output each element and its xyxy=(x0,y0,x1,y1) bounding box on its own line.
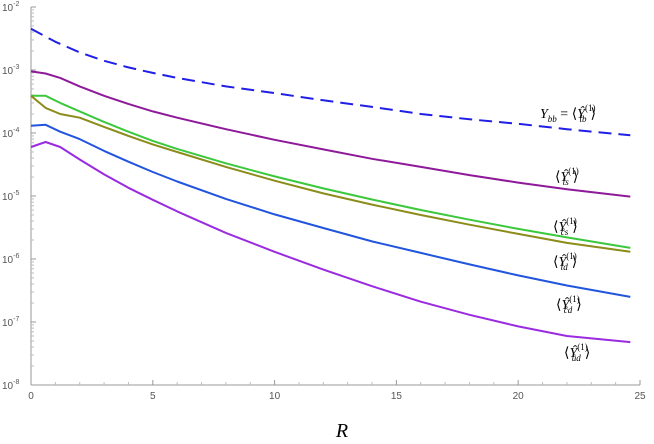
series-lines xyxy=(30,27,631,344)
x-tick-label: 10 xyxy=(269,391,281,402)
y-tick-base: 10 xyxy=(2,192,14,203)
series-label-y: Ŷ xyxy=(561,296,571,313)
series-label-open: ⟨ xyxy=(556,298,561,313)
y-tick-base: 10 xyxy=(2,381,14,392)
series-label-open: ⟨ xyxy=(553,255,558,270)
series-label-close: ⟩ xyxy=(573,170,578,185)
y-tick-base: 10 xyxy=(2,129,14,140)
series-label-lhs: Y xyxy=(540,107,550,122)
x-tick-label: 25 xyxy=(634,391,646,402)
y-tick-label: 10-5 xyxy=(2,190,19,203)
y-tick-base: 10 xyxy=(2,255,14,266)
x-tick-label: 15 xyxy=(391,391,403,402)
series-label-y: Ŷ xyxy=(558,218,568,235)
series-label-sub: ĉs xyxy=(561,227,569,237)
series-line-5 xyxy=(30,141,631,344)
series-label-sub: t̂d xyxy=(560,262,568,272)
y-tick-label: 10-2 xyxy=(2,1,19,14)
series-label-sup: (1) xyxy=(569,294,580,304)
y-tick-label: 10-8 xyxy=(2,379,19,392)
x-tick-label: 20 xyxy=(513,391,525,402)
y-tick-exponent: -8 xyxy=(13,379,19,386)
x-tick-label: 0 xyxy=(28,391,34,402)
y-tick-base: 10 xyxy=(2,3,14,14)
y-tick-exponent: -6 xyxy=(13,253,19,260)
series-label-1: ⟨Ŷ(1) t̂s ⟩ xyxy=(555,166,579,187)
series-line-1 xyxy=(30,70,631,198)
series-line-3 xyxy=(30,95,631,253)
y-tick-base: 10 xyxy=(2,318,14,329)
y-tick-label: 10-7 xyxy=(2,316,19,329)
series-label-open: ⟨ xyxy=(564,346,569,361)
series-label-sub: t̂s xyxy=(562,177,569,187)
series-label-sub: t̂b xyxy=(579,114,587,124)
y-tick-exponent: -5 xyxy=(13,190,19,197)
y-tick-exponent: -4 xyxy=(13,127,19,134)
series-label-close: ⟩ xyxy=(572,220,577,235)
y-tick-exponent: -7 xyxy=(13,316,19,323)
x-axis-label: R xyxy=(335,420,348,442)
series-label-sub: ĉd xyxy=(564,305,573,315)
series-label-sup: (1) xyxy=(585,103,596,113)
series-label-eq: = ⟨ xyxy=(557,107,577,122)
series-line-2 xyxy=(31,94,631,249)
series-label-0: Ybb = ⟨Ŷ(1) t̂b ⟩ xyxy=(540,103,596,124)
y-tick-exponent: -2 xyxy=(13,1,19,8)
series-label-sub: ûd xyxy=(572,353,582,363)
y-tick-exponent: -3 xyxy=(13,64,19,71)
series-label-open: ⟨ xyxy=(555,170,560,185)
series-label-sup: (1) xyxy=(568,166,579,176)
series-label-3: ⟨Ŷ(1) t̂d ⟩ xyxy=(553,251,577,272)
series-label-y: Ŷ xyxy=(577,105,587,122)
series-label-y: Ŷ xyxy=(569,344,579,361)
series-label-y: Ŷ xyxy=(558,253,568,270)
series-label-close: ⟩ xyxy=(585,346,590,361)
series-label-open: ⟨ xyxy=(553,220,558,235)
series-label-close: ⟩ xyxy=(572,255,577,270)
series-line-0 xyxy=(30,27,631,137)
x-tick-label: 5 xyxy=(150,391,156,402)
series-label-close: ⟩ xyxy=(590,107,595,122)
series-label-y: Ŷ xyxy=(560,168,570,185)
series-label-2: ⟨Ŷ(1) ĉs ⟩ xyxy=(553,216,578,237)
series-label-5: ⟨Ŷ(1) ûd ⟩ xyxy=(564,342,590,363)
series-label-sup: (1) xyxy=(566,216,577,226)
y-tick-label: 10-6 xyxy=(2,253,19,266)
y-tick-base: 10 xyxy=(2,66,14,77)
series-label-sup: (1) xyxy=(577,342,588,352)
series-label-lhs-sub: bb xyxy=(548,114,558,124)
y-tick-label: 10-4 xyxy=(2,127,19,140)
series-line-4 xyxy=(30,123,631,298)
y-tick-label: 10-3 xyxy=(2,64,19,77)
series-label-4: ⟨Ŷ(1) ĉd ⟩ xyxy=(556,294,582,315)
series-label-close: ⟩ xyxy=(576,298,581,313)
series-labels: Ybb = ⟨Ŷ(1) t̂b ⟩⟨Ŷ(1) t̂s ⟩⟨Ŷ(1) ĉs ⟩⟨Ŷ(1) t̂d… xyxy=(540,103,596,363)
series-label-sup: (1) xyxy=(566,251,577,261)
